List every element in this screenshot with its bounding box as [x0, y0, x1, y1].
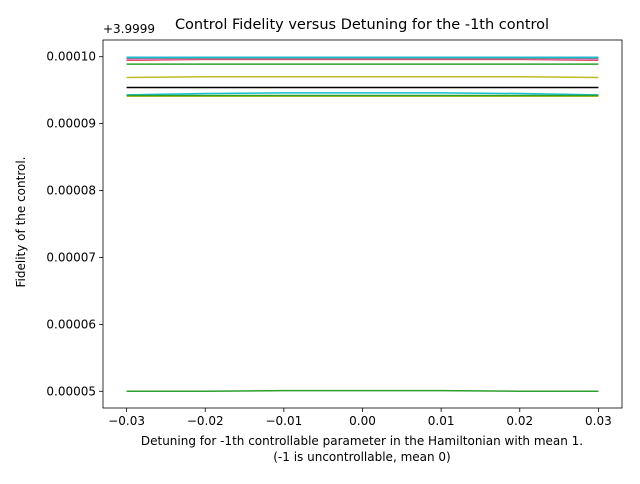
- series-line-14: [126, 389, 599, 393]
- x-axis-label: Detuning for -1th controllable parameter…: [141, 434, 583, 448]
- x-tick-label: −0.02: [187, 414, 224, 428]
- y-tick-label: 0.00009: [46, 117, 96, 131]
- x-tick-label: 0.00: [349, 414, 376, 428]
- y-tick-label: 0.00008: [46, 184, 96, 198]
- x-tick-label: 0.03: [585, 414, 612, 428]
- y-tick-label: 0.00010: [46, 50, 96, 64]
- y-tick-label: 0.00006: [46, 317, 96, 331]
- series-line-7: [126, 57, 599, 61]
- chart-title: Control Fidelity versus Detuning for the…: [175, 17, 549, 33]
- x-axis-label-line2: (-1 is uncontrollable, mean 0): [273, 450, 450, 464]
- x-tick-label: −0.03: [108, 414, 145, 428]
- x-tick-label: 0.01: [428, 414, 455, 428]
- series-layer: [126, 56, 599, 393]
- x-tick-label: 0.02: [506, 414, 533, 428]
- x-tick-label: −0.01: [265, 414, 302, 428]
- series-line-9: [126, 76, 599, 79]
- axes-layer: −0.03 −0.02 −0.01 0.00 0.01 0.02 0.03 0.00005 0.…: [46, 39, 623, 428]
- y-tick-label: 0.00005: [46, 384, 96, 398]
- y-axis-offset-label: +3.9999: [103, 22, 155, 36]
- y-axis-label: Fidelity of the control.: [14, 157, 28, 288]
- series-line-11: [126, 92, 599, 96]
- y-tick-label: 0.00007: [46, 250, 96, 264]
